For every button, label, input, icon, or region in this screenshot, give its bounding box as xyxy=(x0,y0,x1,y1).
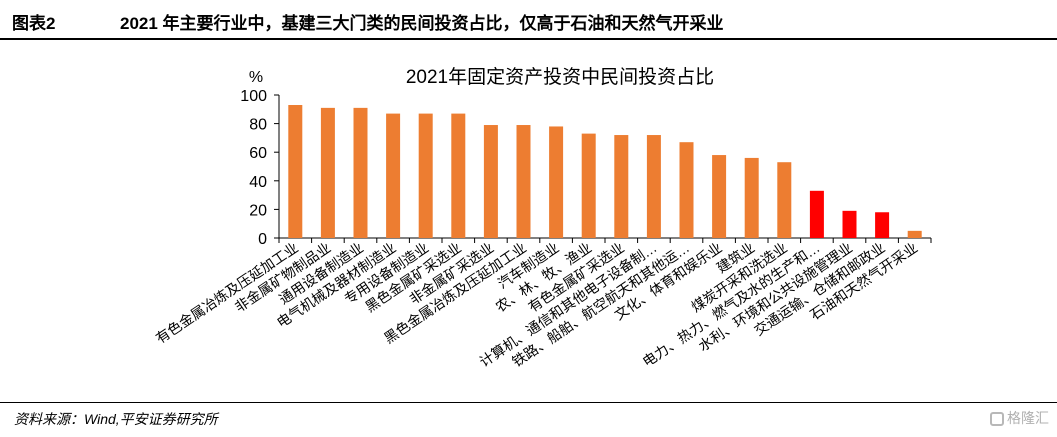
y-tick-label: 20 xyxy=(249,202,267,219)
bar-13 xyxy=(679,142,694,238)
bar-4 xyxy=(386,113,401,238)
figure-title: 2021 年主要行业中，基建三大门类的民间投资占比，仅高于石油和天然气开采业 xyxy=(120,14,724,33)
y-tick-label: 40 xyxy=(249,174,267,191)
bar-9 xyxy=(549,126,564,238)
y-tick-label: 100 xyxy=(240,88,267,105)
watermark-logo-icon xyxy=(990,412,1004,426)
bar-1 xyxy=(288,105,303,238)
bar-19 xyxy=(875,212,890,238)
bar-10 xyxy=(581,133,596,238)
bar-2 xyxy=(320,107,335,239)
figure-header: 图表2 2021 年主要行业中，基建三大门类的民间投资占比，仅高于石油和天然气开… xyxy=(0,0,1057,40)
y-tick-label: 80 xyxy=(249,117,267,134)
bar-12 xyxy=(646,135,661,238)
y-unit-label: % xyxy=(249,69,263,86)
bar-14 xyxy=(712,155,727,238)
chart-title: 2021年固定资产投资中民间投资占比 xyxy=(406,66,714,88)
footer-rule xyxy=(0,402,1057,403)
bar-15 xyxy=(744,157,759,238)
bar-18 xyxy=(842,210,857,238)
bar-8 xyxy=(516,125,531,238)
bar-7 xyxy=(483,125,498,238)
bar-5 xyxy=(418,113,433,238)
bar-11 xyxy=(614,135,629,238)
bar-20 xyxy=(907,230,922,238)
bar-17 xyxy=(809,190,824,238)
figure-label: 图表2 xyxy=(12,14,56,33)
header-rule xyxy=(0,38,1057,40)
bar-3 xyxy=(353,107,368,239)
y-tick-label: 0 xyxy=(258,231,267,248)
bar-16 xyxy=(777,162,792,238)
source-note: 资料来源：Wind,平安证券研究所 xyxy=(14,411,218,427)
y-tick-label: 60 xyxy=(249,145,267,162)
watermark-text: 格隆汇 xyxy=(1007,410,1049,426)
bar-6 xyxy=(451,113,466,238)
watermark: 格隆汇 xyxy=(990,408,1049,428)
bar-chart: 2021年固定资产投资中民间投资占比 % 020406080100有色金属冶炼及… xyxy=(153,66,932,370)
